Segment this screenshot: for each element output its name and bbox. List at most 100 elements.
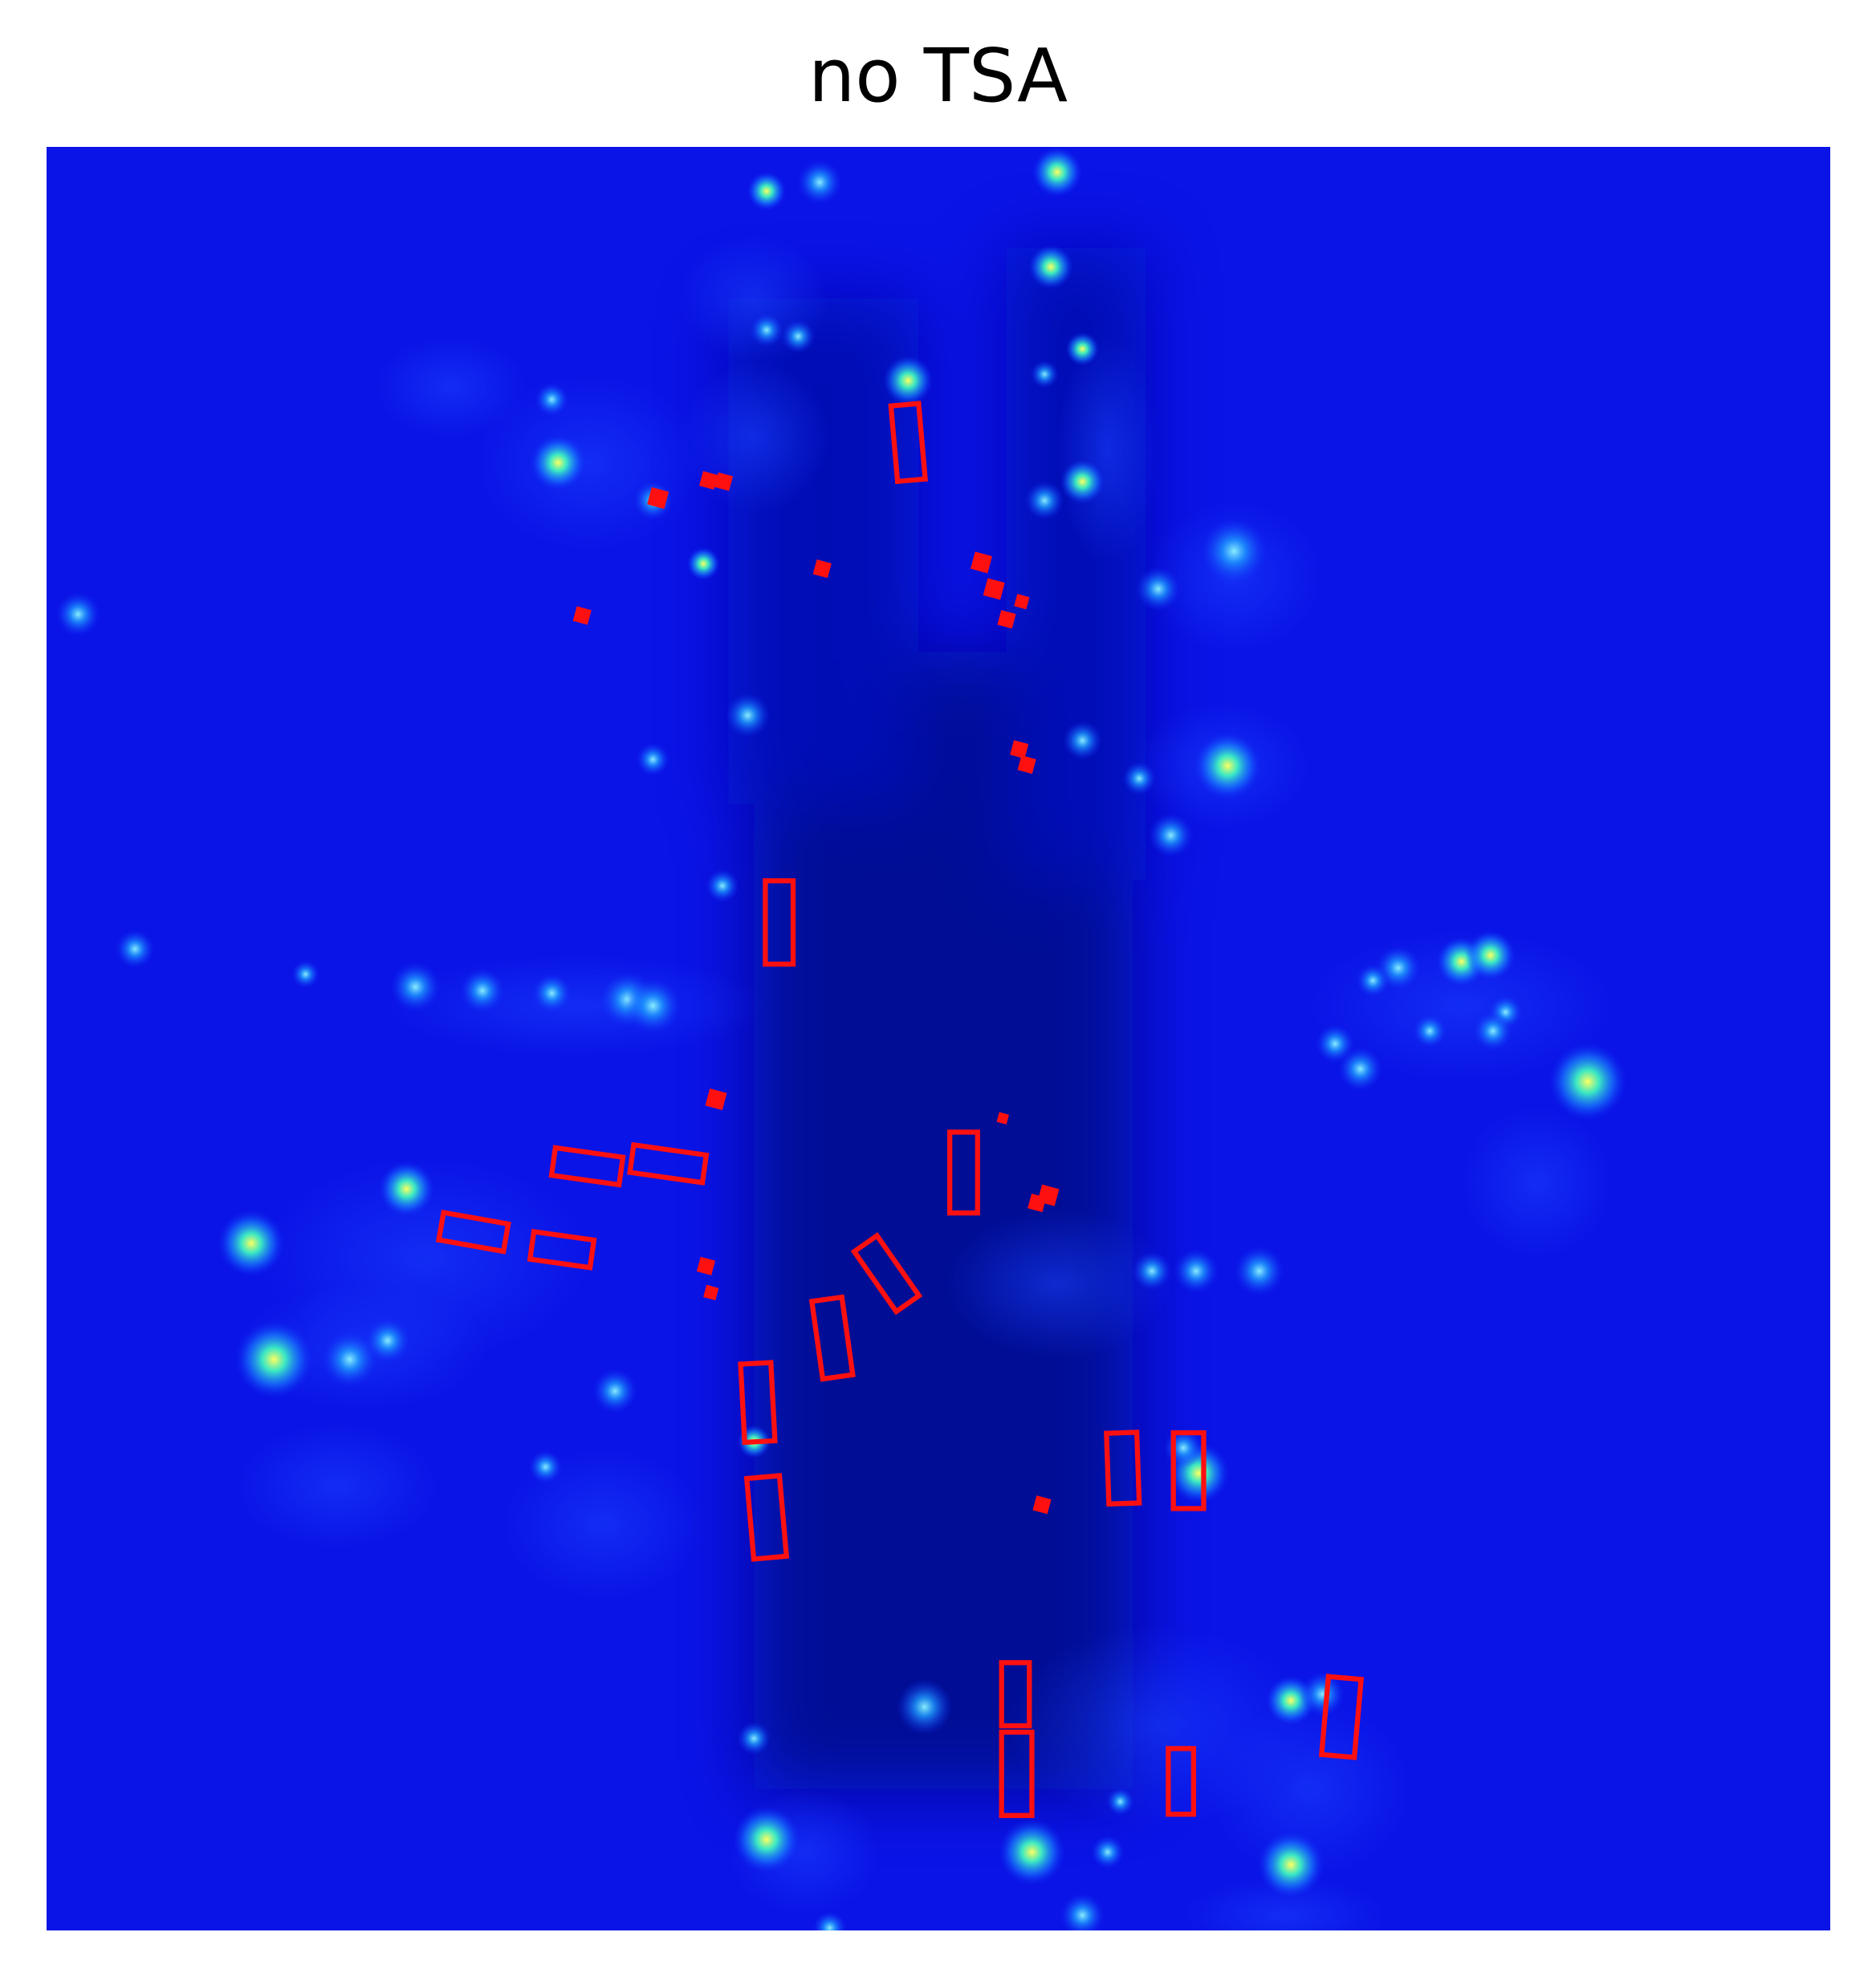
- hotspot: [390, 962, 441, 1012]
- hotspot: [1060, 1893, 1105, 1930]
- hotspot: [115, 930, 155, 969]
- hotspot: [737, 1722, 771, 1755]
- hotspot: [797, 160, 842, 205]
- heatmap-haze: [236, 235, 1614, 1930]
- hotspot: [1300, 1672, 1345, 1717]
- detection-box: [850, 1232, 923, 1316]
- detection-boxes: [435, 401, 1365, 1818]
- figure-title: no TSA: [808, 33, 1068, 119]
- hotspot: [460, 968, 505, 1013]
- haze-blob: [1056, 336, 1158, 564]
- hotspot: [636, 742, 670, 776]
- hotspot: [1065, 332, 1100, 366]
- hotspot: [1030, 360, 1059, 388]
- hotspot: [1136, 567, 1181, 612]
- detection-box: [435, 1209, 511, 1255]
- detection-marker: [703, 1284, 719, 1300]
- detection-box: [1166, 1746, 1197, 1817]
- detection-marker: [714, 472, 734, 491]
- hotspot: [1234, 1246, 1284, 1296]
- detection-marker: [983, 578, 1005, 600]
- hotspot: [750, 313, 783, 347]
- hotspot: [1060, 459, 1105, 504]
- hotspot: [528, 1450, 563, 1484]
- hotspot: [1194, 732, 1261, 799]
- heatmap-hotspots: [55, 147, 1627, 1930]
- detection-box: [947, 1129, 980, 1216]
- detection-box: [1318, 1674, 1365, 1760]
- detection-marker: [1010, 740, 1029, 759]
- haze-blob: [1208, 1700, 1411, 1877]
- detection-markers: [572, 470, 1060, 1515]
- detection-marker: [1028, 1194, 1047, 1213]
- detection-marker: [647, 486, 669, 509]
- hotspot: [1548, 1043, 1627, 1121]
- hotspot: [998, 1818, 1065, 1885]
- hotspot: [1148, 812, 1194, 858]
- hotspot: [1028, 244, 1073, 290]
- detection-marker: [812, 559, 832, 579]
- detection-box: [627, 1141, 710, 1186]
- hotspot: [1122, 762, 1156, 795]
- detection-box: [808, 1294, 856, 1382]
- hotspot: [1024, 481, 1064, 520]
- detection-box: [527, 1228, 597, 1271]
- detection-marker: [996, 1112, 1009, 1125]
- hotspot: [234, 1320, 313, 1399]
- hotspot: [1337, 1047, 1383, 1092]
- hotspot: [1174, 1248, 1219, 1294]
- hotspot: [1356, 963, 1390, 998]
- hotspot: [781, 319, 816, 353]
- hotspot: [592, 1369, 637, 1414]
- detection-marker: [1032, 1495, 1052, 1515]
- detection-box: [999, 1660, 1032, 1729]
- haze-blob: [501, 1447, 704, 1600]
- hotspot: [378, 1161, 435, 1217]
- heatmap-image: [47, 147, 1830, 1930]
- hotspot: [1063, 721, 1102, 760]
- detection-marker: [572, 606, 592, 625]
- haze-blob: [375, 336, 527, 437]
- hotspot: [291, 960, 319, 989]
- hotspot: [747, 171, 787, 211]
- detection-box: [888, 401, 929, 485]
- hotspot: [532, 974, 572, 1013]
- detection-marker: [705, 1088, 727, 1111]
- detection-box: [1104, 1430, 1142, 1507]
- hotspot: [1106, 1788, 1134, 1816]
- detection-box: [738, 1360, 778, 1446]
- hotspot: [1465, 930, 1516, 981]
- hotspot: [812, 1911, 847, 1930]
- hotspot: [725, 693, 771, 738]
- hotspot: [1473, 1011, 1513, 1051]
- detection-box: [1170, 1430, 1207, 1511]
- haze-blob: [943, 1207, 1171, 1360]
- hotspot: [1132, 1251, 1172, 1291]
- hotspot: [1200, 518, 1268, 585]
- hotspot: [55, 592, 101, 637]
- hotspot: [706, 868, 739, 903]
- hotspot: [897, 1678, 953, 1735]
- haze-blob: [678, 361, 830, 514]
- hotspot: [1257, 1831, 1325, 1898]
- haze-blob: [236, 1422, 438, 1549]
- detection-marker: [1014, 593, 1030, 610]
- detection-marker: [997, 609, 1016, 629]
- hotspot: [733, 1806, 800, 1873]
- hotspot: [322, 1332, 378, 1388]
- detection-marker: [1017, 755, 1036, 775]
- detection-marker: [696, 1256, 716, 1275]
- hotspot: [883, 355, 934, 406]
- haze-blob: [1461, 1106, 1614, 1259]
- haze-blob: [387, 955, 767, 1057]
- hotspot: [686, 547, 721, 581]
- hotspot: [1413, 1014, 1447, 1048]
- detection-box: [548, 1145, 626, 1188]
- detection-marker: [971, 551, 992, 574]
- haze-blob: [1183, 1877, 1386, 1930]
- hotspot: [365, 1318, 410, 1363]
- hotspot: [1032, 147, 1083, 197]
- hotspot: [1315, 1024, 1355, 1064]
- detection-box: [743, 1473, 790, 1562]
- hotspot: [218, 1210, 285, 1277]
